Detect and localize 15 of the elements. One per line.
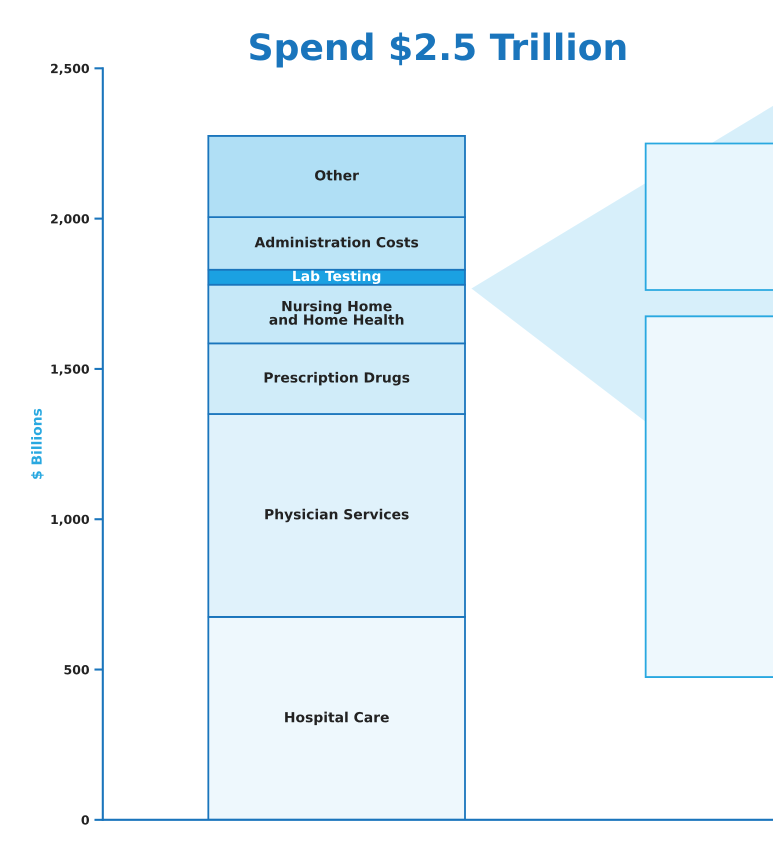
series-label: Other — [315, 170, 359, 181]
series-label: Administration Costs — [254, 236, 418, 248]
y-tick-label: 1,000 — [51, 514, 90, 526]
chart-title: Spend $2.5 Trillion — [250, 32, 626, 68]
series-label: Prescription Drugs — [264, 372, 410, 386]
series-label: Physician Services — [265, 508, 409, 522]
y-tick-label: 2,000 — [51, 214, 90, 226]
y-axis-title: $ Billions — [31, 408, 44, 479]
series-label: Hospital Care — [285, 712, 389, 726]
series-label: Lab Testing — [293, 270, 380, 284]
series-label: Nursing Home and Home Health — [269, 300, 404, 325]
y-tick-label: 2,500 — [51, 64, 90, 75]
y-tick-label: 1,500 — [51, 364, 90, 376]
y-tick-label: 500 — [64, 665, 90, 674]
y-tick-label: 0 — [82, 815, 90, 825]
